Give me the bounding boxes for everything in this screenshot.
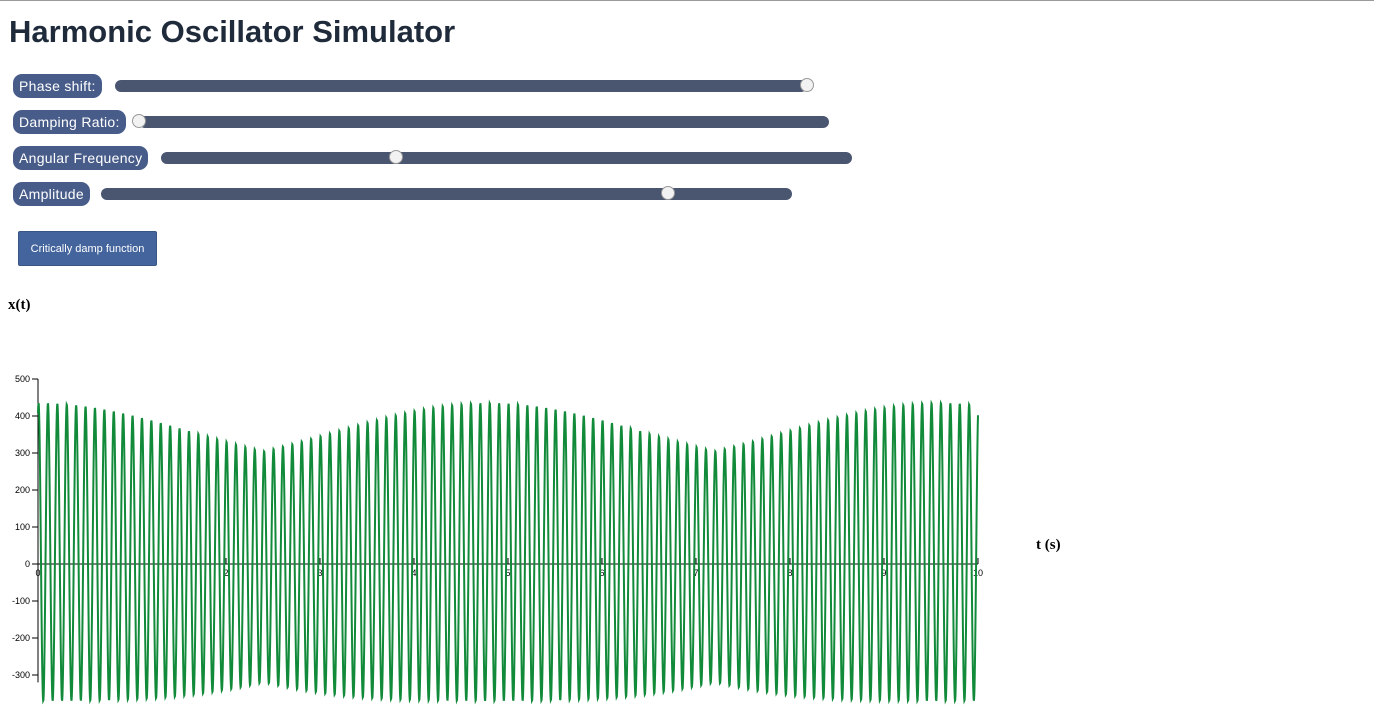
phase-shift-slider[interactable] bbox=[115, 78, 814, 92]
phase-shift-slider-thumb[interactable] bbox=[800, 78, 814, 92]
damping-ratio-slider[interactable] bbox=[132, 114, 829, 128]
x-tick-label: 4 bbox=[411, 568, 416, 578]
page-title: Harmonic Oscillator Simulator bbox=[9, 14, 456, 49]
y-tick-label: 300 bbox=[15, 448, 30, 458]
x-tick-label: 6 bbox=[599, 568, 604, 578]
phase-shift-label: Phase shift: bbox=[13, 74, 102, 98]
top-border bbox=[0, 0, 1374, 1]
amplitude-slider-row: Amplitude bbox=[13, 182, 803, 206]
y-tick-label: 400 bbox=[15, 411, 30, 421]
x-tick-label: 2 bbox=[223, 568, 228, 578]
amplitude-slider[interactable] bbox=[101, 186, 792, 200]
y-tick-label: -100 bbox=[12, 596, 30, 606]
critically-damp-button[interactable]: Critically damp function bbox=[18, 231, 157, 266]
angular-frequency-label: Angular Frequency bbox=[13, 146, 149, 170]
y-tick-label: -200 bbox=[12, 633, 30, 643]
amplitude-slider-thumb[interactable] bbox=[660, 186, 675, 200]
y-tick-label: 0 bbox=[25, 559, 30, 569]
damping-ratio-slider-row: Damping Ratio: bbox=[13, 110, 833, 134]
x-axis-label: t (s) bbox=[1036, 537, 1061, 553]
amplitude-label: Amplitude bbox=[13, 182, 90, 206]
oscillation-curve bbox=[37, 399, 979, 705]
x-tick-label: 7 bbox=[693, 568, 698, 578]
x-tick-label: 0 bbox=[35, 568, 40, 578]
x-tick-label: 8 bbox=[787, 568, 792, 578]
y-tick-label: 100 bbox=[15, 522, 30, 532]
angular-frequency-slider-row: Angular Frequency bbox=[13, 146, 853, 170]
oscillator-plot: 500 400 300 200 100 0 -100 -200 -300 0 2 3 4 5 6 7 8 9 10 bbox=[12, 374, 983, 705]
x-tick-label: 3 bbox=[317, 568, 322, 578]
y-tick-label: -300 bbox=[12, 670, 30, 680]
x-tick-label: 5 bbox=[505, 568, 510, 578]
angular-frequency-slider-thumb[interactable] bbox=[388, 150, 403, 164]
x-tick-label: 9 bbox=[881, 568, 886, 578]
y-tick-label: 500 bbox=[15, 374, 30, 384]
y-axis-label: x(t) bbox=[8, 297, 31, 313]
damping-ratio-slider-thumb[interactable] bbox=[132, 114, 146, 128]
angular-frequency-slider[interactable] bbox=[161, 150, 852, 164]
damping-ratio-label: Damping Ratio: bbox=[13, 110, 126, 134]
x-tick-label: 10 bbox=[973, 568, 983, 578]
y-tick-label: 200 bbox=[15, 485, 30, 495]
phase-shift-slider-row: Phase shift: bbox=[13, 74, 814, 98]
